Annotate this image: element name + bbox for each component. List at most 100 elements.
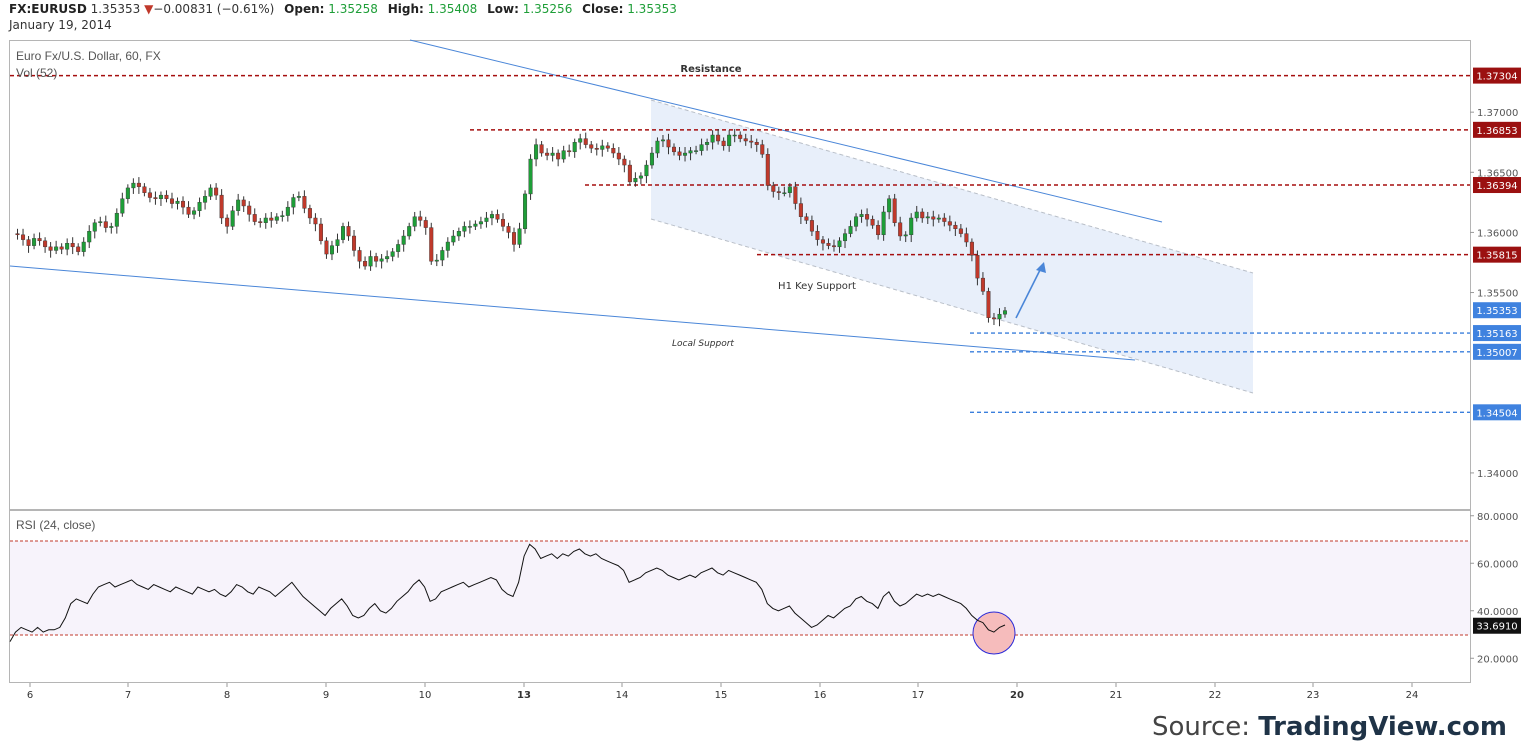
low-value: 1.35256 xyxy=(522,2,573,16)
annotation-resistance: Resistance xyxy=(680,64,741,75)
candle-body xyxy=(534,144,539,160)
time-tick-label: 14 xyxy=(616,690,629,701)
level-price-label: 1.35815 xyxy=(1476,251,1517,262)
price-axis: 1.37000 1.36500 1.36000 1.35500 1.34000 1.373… xyxy=(1470,67,1521,480)
candle-body xyxy=(48,246,53,251)
candle-body xyxy=(125,187,130,199)
candle-body xyxy=(550,152,555,156)
candle-body xyxy=(699,144,704,151)
main-pane-frame xyxy=(9,40,1471,510)
pane-subtitle: Vol (52) xyxy=(16,66,57,80)
rsi-tick-label: 20.0000 xyxy=(1477,654,1518,665)
candle-body xyxy=(660,139,665,142)
candle-body xyxy=(379,258,384,262)
rsi-line xyxy=(9,543,1006,642)
high-label: High: xyxy=(387,2,424,16)
candle-body xyxy=(655,140,660,154)
projection-arrow xyxy=(1015,267,1042,319)
descending-channel xyxy=(651,100,1253,393)
candle-body xyxy=(81,241,86,252)
candle-body xyxy=(638,175,643,179)
candle-body xyxy=(765,154,770,186)
candle-body xyxy=(32,238,37,246)
rsi-last-tag-bg xyxy=(1473,617,1521,634)
resistance-trendline[interactable] xyxy=(409,39,1163,223)
candle-body xyxy=(429,227,434,262)
candle-body xyxy=(710,134,715,143)
candle-body xyxy=(644,164,649,177)
candle-body xyxy=(390,251,395,257)
candle-body xyxy=(975,255,980,279)
candle-body xyxy=(109,226,114,228)
source-brand: TradingView.com xyxy=(1258,712,1507,742)
time-tick-label: 6 xyxy=(27,690,33,701)
candle-body xyxy=(70,243,75,248)
candle-body xyxy=(749,140,754,143)
candle-body xyxy=(677,151,682,156)
candle-body xyxy=(787,186,792,193)
level-price-tag xyxy=(1473,302,1521,319)
candle-body xyxy=(958,228,963,234)
candle-body xyxy=(15,233,20,236)
projection-arrowhead-icon xyxy=(1036,262,1046,273)
candle-body xyxy=(208,187,213,197)
candle-body xyxy=(269,217,274,221)
candle-body xyxy=(837,240,842,248)
candle-body xyxy=(605,145,610,149)
candle-body xyxy=(87,231,92,243)
candle-body xyxy=(440,250,445,261)
source-label: Source: xyxy=(1151,712,1251,742)
chart-header: FX:EURUSD 1.35353 ▼−0.00831 (−0.61%) Ope… xyxy=(9,2,677,16)
candle-body xyxy=(131,182,136,189)
annotation-h1-key-support: H1 Key Support xyxy=(778,281,856,292)
close-label: Close: xyxy=(582,2,624,16)
price-tick-label: 1.36000 xyxy=(1477,228,1518,239)
candle-body xyxy=(947,221,952,226)
candle-body xyxy=(683,152,688,156)
candle-body xyxy=(252,214,257,222)
rsi-title: RSI (24, close) xyxy=(16,518,95,532)
candle-body xyxy=(335,239,340,246)
time-tick-label: 13 xyxy=(517,690,531,701)
channel-upper-edge xyxy=(650,99,1254,274)
candle-body xyxy=(363,261,368,267)
candle-body xyxy=(357,250,362,262)
candle-body xyxy=(291,197,296,208)
candle-body xyxy=(964,233,969,243)
candle-body xyxy=(219,194,224,219)
candle-body xyxy=(164,194,169,199)
candle-body xyxy=(892,198,897,223)
candle-body xyxy=(296,196,301,198)
candle-body xyxy=(688,150,693,154)
candle-body xyxy=(556,152,561,160)
candle-body xyxy=(991,317,996,320)
candle-body xyxy=(831,245,836,248)
candle-body xyxy=(539,144,544,154)
candle-body xyxy=(158,194,163,199)
candle-body xyxy=(423,220,428,228)
candle-body xyxy=(931,216,936,220)
candle-body xyxy=(500,218,505,227)
price-change: −0.00831 (−0.61%) xyxy=(153,2,275,16)
candle-body xyxy=(26,239,31,246)
candle-body xyxy=(103,221,108,228)
candle-body xyxy=(280,215,285,217)
local-support-trendline[interactable] xyxy=(9,265,1136,361)
candle-body xyxy=(1003,310,1008,315)
candle-body xyxy=(694,150,699,152)
rsi-last-value: 33.6910 xyxy=(1476,622,1517,633)
candle-body xyxy=(672,146,677,153)
candle-body xyxy=(887,198,892,213)
candle-body xyxy=(793,186,798,204)
level-price-tag xyxy=(1473,343,1521,360)
candle-body xyxy=(611,148,616,154)
rsi-tick-label: 60.0000 xyxy=(1477,559,1518,570)
rsi-last-value-tag: 33.6910 xyxy=(1473,617,1521,634)
candle-body xyxy=(732,134,737,137)
time-tick-label: 21 xyxy=(1110,690,1123,701)
rsi-pane-frame xyxy=(9,510,1471,683)
time-tick-label: 16 xyxy=(814,690,827,701)
candle-body xyxy=(495,214,500,220)
candle-body xyxy=(820,239,825,244)
